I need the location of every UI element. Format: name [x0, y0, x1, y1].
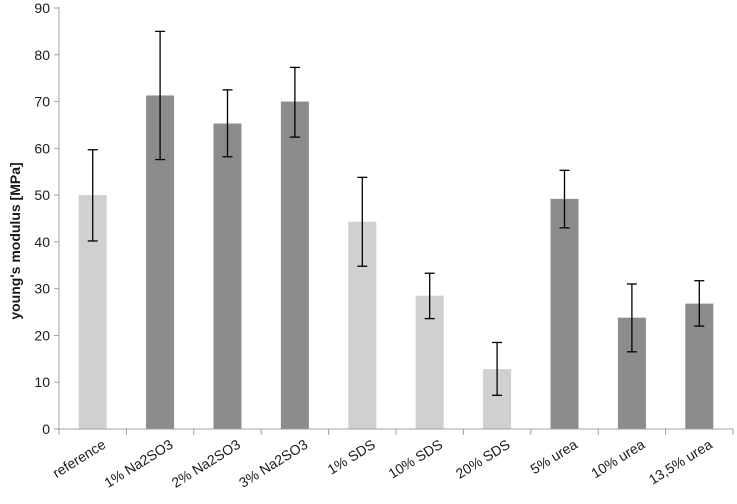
y-tick-label: 10	[34, 374, 50, 390]
y-tick-label: 30	[34, 281, 50, 297]
bar	[550, 198, 579, 429]
y-tick-label: 50	[34, 187, 50, 203]
y-tick-label: 70	[34, 94, 50, 110]
y-tick-label: 40	[34, 234, 50, 250]
x-tick-label: 13,5% urea	[646, 436, 715, 488]
x-tick-label: 1% SDS	[325, 436, 378, 478]
y-axis-title: young's modulus [MPa]	[7, 162, 23, 319]
x-tick-label: 10% urea	[588, 436, 647, 481]
bar	[213, 123, 242, 430]
x-tick-label: 2% Na2SO3	[169, 436, 244, 491]
x-tick-label: 20% SDS	[453, 436, 513, 482]
y-tick-label: 90	[34, 0, 50, 16]
y-tick-label: 60	[34, 140, 50, 156]
y-axis: 0 10 20 30 40 50 60 70 80 90	[34, 0, 59, 437]
y-tick-label: 80	[34, 47, 50, 63]
x-tick-label: reference	[50, 436, 109, 481]
x-tick-label: 10% SDS	[385, 436, 445, 482]
x-tick-label: 1% Na2SO3	[101, 436, 176, 491]
error-bars	[87, 30, 705, 396]
bar	[280, 101, 309, 430]
y-axis-title-group: young's modulus [MPa]	[7, 162, 23, 319]
y-tick-label: 0	[42, 421, 50, 437]
x-tick-label: 5% urea	[527, 436, 580, 477]
bars	[78, 95, 714, 430]
x-tick-label: 3% Na2SO3	[236, 436, 311, 491]
y-tick-label: 20	[34, 327, 50, 343]
